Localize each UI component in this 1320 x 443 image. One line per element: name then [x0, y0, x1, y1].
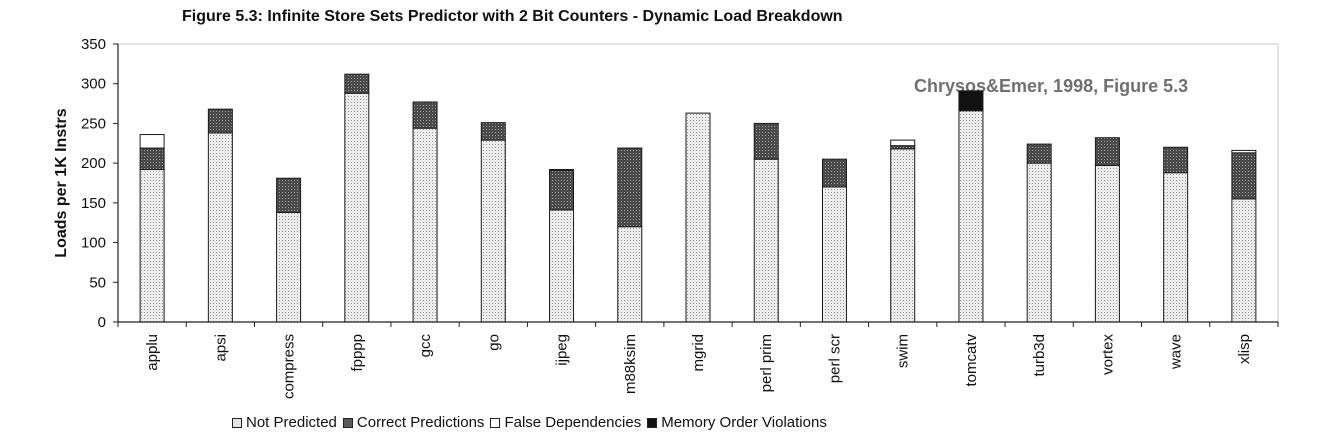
x-tick-label: perl prim	[758, 334, 775, 392]
bar-applu-correct-predictions	[139, 147, 165, 170]
bar-wave-not-predicted	[1163, 172, 1189, 323]
bar-xlisp-false-dependencies	[1231, 149, 1257, 154]
bar-ijpeg-not-predicted	[549, 209, 575, 323]
bar-tomcatv-not-predicted	[958, 110, 984, 323]
bar-go-correct-predictions	[480, 122, 506, 141]
x-tick-label: mgrid	[690, 334, 707, 372]
legend: Not Predicted Correct Predictions False …	[232, 414, 833, 431]
legend-item-memory-order-violations: Memory Order Violations	[647, 414, 827, 431]
legend-label-false-dependencies: False Dependencies	[504, 414, 642, 431]
y-tick-label: 150	[81, 195, 106, 212]
bar-vortex-correct-predictions	[1094, 137, 1120, 167]
legend-label-correct-predictions: Correct Predictions	[356, 414, 485, 431]
bar-xlisp-not-predicted	[1231, 198, 1257, 323]
bar-mgrid-not-predicted	[685, 112, 711, 323]
x-tick-label: go	[485, 334, 502, 351]
bar-ijpeg-correct-predictions	[549, 169, 575, 211]
y-tick-label: 250	[81, 115, 106, 132]
x-tick-label: apsi	[212, 334, 229, 362]
bar-swim-not-predicted	[890, 148, 916, 323]
bar-xlisp-correct-predictions	[1231, 152, 1257, 200]
legend-swatch-not-predicted	[232, 417, 242, 428]
bar-perl-scr-correct-predictions	[821, 158, 847, 188]
bar-tomcatv-memory-order-violations	[958, 90, 984, 112]
bar-compress-not-predicted	[276, 211, 302, 323]
x-tick-label: xlisp	[1236, 334, 1253, 364]
legend-item-correct-predictions: Correct Predictions	[342, 414, 485, 431]
legend-item-not-predicted: Not Predicted	[232, 414, 337, 431]
x-tick-label: gcc	[417, 334, 434, 358]
y-tick-label: 350	[81, 36, 106, 53]
x-tick-label: vortex	[1099, 334, 1116, 375]
y-tick-label: 50	[89, 274, 106, 291]
bar-compress-correct-predictions	[276, 177, 302, 213]
x-tick-label: ijpeg	[554, 334, 571, 366]
legend-swatch-correct-predictions	[342, 417, 353, 428]
legend-label-memory-order-violations: Memory Order Violations	[661, 414, 827, 431]
bar-vortex-not-predicted	[1094, 165, 1120, 323]
bar-perl-prim-not-predicted	[753, 158, 779, 323]
x-tick-label: wave	[1168, 334, 1185, 370]
legend-item-false-dependencies: False Dependencies	[490, 414, 641, 431]
bars-group	[139, 73, 1257, 323]
y-axis: 0 50 100 150 200 250 300 350 Loads per 1K Instrs	[53, 36, 119, 331]
bar-apsi-not-predicted	[207, 132, 233, 323]
y-tick-label: 200	[81, 155, 106, 172]
legend-swatch-false-dependencies	[490, 417, 501, 428]
bar-fpppp-correct-predictions	[344, 73, 370, 94]
bar-m88ksim-not-predicted	[617, 226, 643, 323]
bar-gcc-not-predicted	[412, 127, 438, 323]
bar-perl-scr-not-predicted	[821, 186, 847, 323]
x-axis: applu apsi compress fpppp gcc go ijpeg m88ksim m…	[117, 321, 1279, 399]
y-tick-label: 0	[98, 314, 106, 331]
chart-title: Figure 5.3: Infinite Store Sets Predicto…	[182, 8, 843, 25]
bar-m88ksim-correct-predictions	[617, 147, 643, 228]
bar-perl-prim-correct-predictions	[753, 122, 779, 160]
bar-ijpeg-false-dependencies	[549, 168, 575, 171]
bar-apsi-correct-predictions	[207, 108, 233, 134]
x-tick-label: tomcatv	[963, 334, 980, 387]
x-tick-label: turb3d	[1031, 334, 1048, 377]
bar-turb3d-correct-predictions	[1026, 143, 1052, 164]
bar-gcc-correct-predictions	[412, 101, 438, 129]
x-tick-label: applu	[144, 334, 161, 371]
legend-swatch-memory-order-violations	[647, 417, 658, 428]
x-tick-label: swim	[895, 334, 912, 368]
x-tick-label: fpppp	[349, 334, 366, 372]
bar-applu-not-predicted	[139, 168, 165, 323]
x-tick-label: perl scr	[826, 334, 843, 383]
bar-go-not-predicted	[480, 139, 506, 323]
bar-swim-false-dependencies	[890, 139, 916, 147]
bar-wave-correct-predictions	[1163, 146, 1189, 174]
bar-applu-false-dependencies	[139, 134, 165, 149]
bar-turb3d-not-predicted	[1026, 162, 1052, 323]
x-tick-label: m88ksim	[622, 334, 639, 394]
legend-label-not-predicted: Not Predicted	[246, 414, 337, 431]
y-axis-label: Loads per 1K Instrs	[53, 108, 70, 257]
y-tick-label: 100	[81, 235, 106, 252]
y-tick-label: 300	[81, 76, 106, 93]
x-tick-label: compress	[281, 334, 298, 399]
bar-fpppp-not-predicted	[344, 92, 370, 323]
